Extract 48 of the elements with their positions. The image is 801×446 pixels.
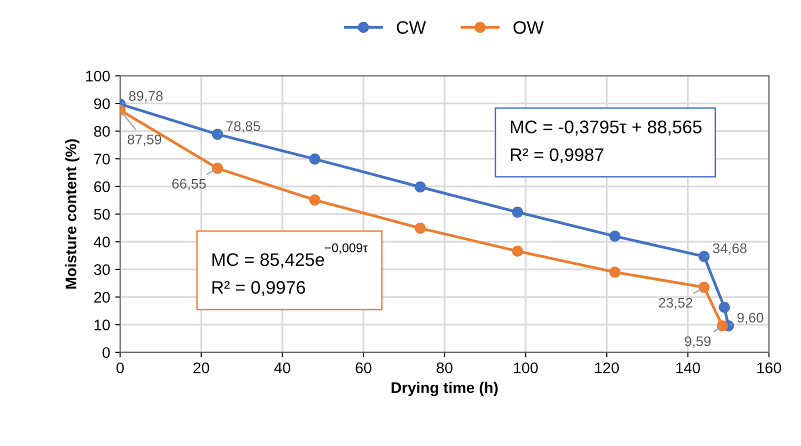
y-tick-label: 70: [94, 154, 110, 164]
x-tick-label: 60: [356, 362, 372, 374]
y-tick-label: 60: [94, 181, 110, 192]
point: [309, 194, 320, 206]
x-tick-label: 100: [514, 362, 538, 374]
y-tick-label: 90: [94, 98, 110, 110]
y-tick-label: 20: [94, 292, 110, 303]
legend-label: CW: [396, 21, 426, 34]
point: [609, 230, 620, 242]
data-label: 78,85: [226, 121, 260, 133]
y-tick-label: 40: [94, 236, 110, 248]
point: [212, 128, 224, 140]
data-label: 23,52: [658, 298, 692, 310]
x-tick-label: 160: [757, 362, 782, 374]
x-axis-title: Drying time (h): [392, 382, 498, 396]
x-tick-label: 20: [194, 362, 210, 374]
point: [414, 181, 426, 193]
data-label: 89,78: [129, 91, 163, 103]
y-tick-label: 10: [94, 320, 110, 330]
point: [609, 266, 620, 278]
point: [512, 206, 524, 218]
x-tick-label: 0: [116, 362, 124, 374]
y-tick-label: 30: [94, 264, 110, 276]
x-tick-label: 80: [436, 362, 452, 374]
x-tick-label: 40: [274, 362, 290, 374]
data-label: 34,68: [712, 243, 747, 255]
legend-label: OW: [514, 21, 544, 34]
point: [698, 250, 710, 262]
y-tick-label: 80: [94, 126, 110, 137]
y-axis-title: Moisture content (%): [65, 139, 80, 289]
point: [718, 302, 730, 313]
data-label: 9,60: [737, 312, 764, 324]
y-tick-label: 50: [94, 208, 110, 220]
x-tick-label: 140: [676, 362, 700, 374]
point: [309, 153, 320, 165]
point: [512, 246, 524, 257]
point: [698, 282, 710, 293]
data-label: 9,59: [684, 336, 711, 348]
data-label: 87,59: [128, 134, 162, 146]
point: [716, 320, 728, 332]
point: [414, 222, 426, 234]
point: [212, 162, 224, 174]
data-label: 66,55: [172, 178, 206, 190]
x-tick-label: 120: [595, 362, 619, 374]
y-tick-label: 100: [86, 70, 110, 82]
annotation: MC = -0,3795τ + 88,565 R² = 0,9987: [510, 120, 702, 164]
text: MC = 85,425e−0,009τ R² = 0,9976: [212, 243, 368, 296]
y-tick-label: 0: [102, 347, 110, 358]
